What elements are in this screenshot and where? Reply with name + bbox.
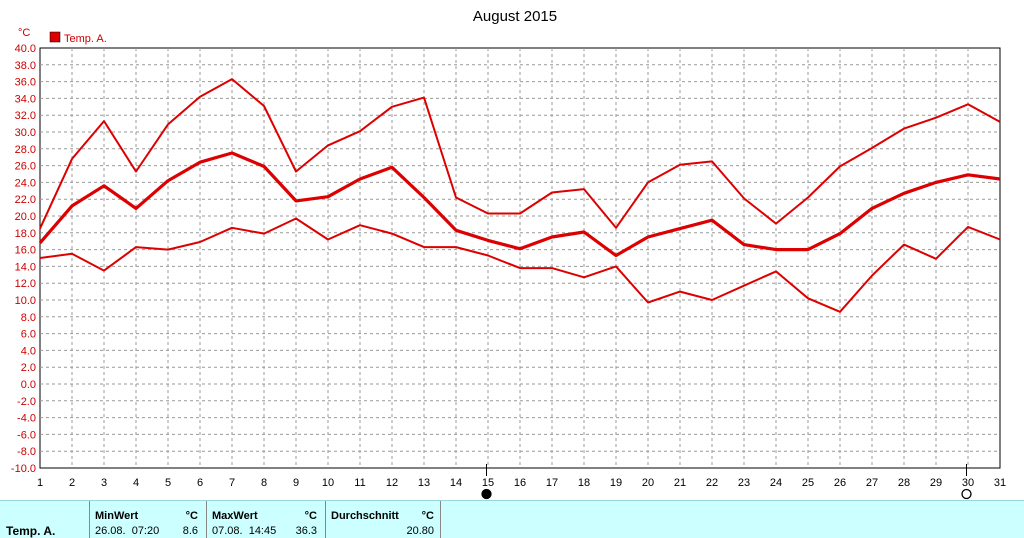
y-tick-label: 22.0	[15, 194, 36, 206]
x-tick-label: 5	[165, 477, 171, 489]
x-tick-label: 28	[898, 477, 910, 489]
x-tick-label: 9	[293, 477, 299, 489]
min-header: MinWert	[95, 510, 139, 522]
legend-label: Temp. A.	[64, 33, 107, 45]
axis-markers	[481, 464, 972, 500]
y-tick-label: 28.0	[15, 144, 36, 156]
x-tick-label: 22	[706, 477, 718, 489]
statistics-bar: Temp. A. MinWert °C 26.08. 07:20 8.6 Max…	[0, 500, 1024, 538]
y-axis-unit: °C	[18, 27, 30, 39]
max-header: MaxWert	[212, 510, 258, 522]
x-tick-label: 10	[322, 477, 334, 489]
y-tick-label: 26.0	[15, 161, 36, 173]
y-tick-label: 30.0	[15, 127, 36, 139]
x-tick-label: 2	[69, 477, 75, 489]
x-tick-label: 17	[546, 477, 558, 489]
x-tick-label: 26	[834, 477, 846, 489]
series-line-max	[39, 78, 1001, 230]
max-datetime: 07.08. 14:45	[212, 525, 277, 537]
series-line-mean	[38, 151, 1001, 258]
x-tick-label: 27	[866, 477, 878, 489]
y-tick-label: 4.0	[21, 345, 36, 357]
filled-circle-marker	[481, 488, 492, 500]
y-tick-label: 40.0	[15, 43, 36, 55]
x-tick-label: 7	[229, 477, 235, 489]
temperature-chart: August 2015 °C Temp. A. -10.0 -8.0 -6.0 -4.…	[11, 8, 1006, 500]
x-tick-label: 29	[930, 477, 942, 489]
y-tick-label: -2.0	[17, 396, 36, 408]
min-unit: °C	[185, 510, 198, 522]
x-axis-ticks: 1 2 3 4 5 6 7 8 9 10 11 12 13 14 15 16 17 18 19 20 21 22 23 24 2…	[37, 477, 1006, 489]
max-value-cell: MaxWert °C 07.08. 14:45 36.3	[206, 501, 325, 538]
y-tick-label: -6.0	[17, 429, 36, 441]
x-tick-label: 15	[482, 477, 494, 489]
y-tick-label: 10.0	[15, 295, 36, 307]
open-circle-marker	[961, 488, 972, 500]
average-value-cell: Durchschnitt °C 20.80	[325, 501, 441, 538]
series-line-min	[39, 217, 1001, 313]
chart-title: August 2015	[473, 8, 557, 25]
avg-header: Durchschnitt	[331, 510, 399, 522]
y-tick-label: 38.0	[15, 60, 36, 72]
x-tick-label: 11	[354, 477, 365, 489]
y-tick-label: -10.0	[11, 463, 36, 475]
y-tick-label: 12.0	[15, 278, 36, 290]
x-tick-label: 23	[738, 477, 750, 489]
x-tick-label: 19	[610, 477, 622, 489]
x-tick-label: 31	[994, 477, 1006, 489]
x-tick-label: 6	[197, 477, 203, 489]
x-tick-label: 21	[674, 477, 686, 489]
y-tick-label: 2.0	[21, 362, 36, 374]
y-tick-label: -4.0	[17, 413, 36, 425]
x-tick-label: 30	[962, 477, 974, 489]
legend-swatch	[49, 31, 61, 43]
y-tick-label: 34.0	[15, 93, 36, 105]
y-tick-label: 18.0	[15, 228, 36, 240]
x-tick-label: 1	[37, 477, 43, 489]
y-axis-ticks: -10.0 -8.0 -6.0 -4.0 -2.0 0.0 2.0 4.0 6.0 8.0 10.0…	[11, 43, 36, 475]
min-value: 8.6	[182, 525, 198, 537]
y-tick-label: 6.0	[21, 329, 36, 341]
y-tick-label: 36.0	[15, 77, 36, 89]
x-tick-label: 18	[578, 477, 590, 489]
x-tick-label: 8	[261, 477, 267, 489]
x-tick-label: 13	[418, 477, 430, 489]
x-tick-label: 3	[101, 477, 107, 489]
y-tick-label: 16.0	[15, 245, 36, 257]
y-tick-label: 20.0	[15, 211, 36, 223]
x-tick-label: 24	[770, 477, 782, 489]
x-tick-label: 12	[386, 477, 398, 489]
y-tick-label: 8.0	[21, 312, 36, 324]
max-unit: °C	[304, 510, 317, 522]
max-value: 36.3	[295, 525, 317, 537]
y-tick-label: 32.0	[15, 110, 36, 122]
x-tick-label: 20	[642, 477, 654, 489]
x-tick-label: 4	[133, 477, 139, 489]
x-tick-label: 25	[802, 477, 814, 489]
y-tick-label: -8.0	[17, 446, 36, 458]
y-tick-label: 24.0	[15, 177, 36, 189]
min-value-cell: MinWert °C 26.08. 07:20 8.6	[89, 501, 206, 538]
avg-value: 20.80	[406, 525, 434, 537]
series-lines	[38, 78, 1001, 313]
y-tick-label: 0.0	[21, 379, 36, 391]
stats-series-label: Temp. A.	[6, 524, 56, 538]
avg-unit: °C	[421, 510, 434, 522]
x-tick-label: 16	[514, 477, 526, 489]
y-tick-label: 14.0	[15, 261, 36, 273]
x-tick-label: 14	[450, 477, 462, 489]
min-datetime: 26.08. 07:20	[95, 525, 160, 537]
